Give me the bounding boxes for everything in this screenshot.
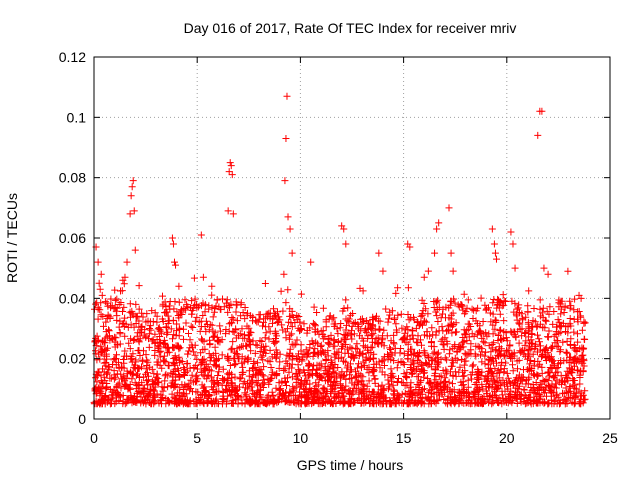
- data-point: [281, 177, 289, 185]
- data-point: [447, 249, 455, 257]
- data-point: [129, 177, 137, 185]
- data-point: [283, 92, 291, 100]
- data-point: [538, 107, 546, 115]
- data-point: [544, 270, 552, 278]
- y-tick-label: 0.1: [67, 109, 87, 125]
- data-point: [95, 279, 103, 287]
- data-point: [172, 261, 180, 269]
- data-point: [577, 294, 585, 302]
- data-point: [406, 243, 414, 251]
- data-point: [197, 231, 205, 239]
- data-point: [227, 162, 235, 170]
- data-point: [420, 273, 428, 281]
- data-point: [286, 225, 294, 233]
- data-point: [511, 264, 519, 272]
- data-point: [131, 246, 139, 254]
- data-point: [130, 207, 138, 215]
- data-point: [121, 273, 129, 281]
- x-axis-label: GPS time / hours: [297, 457, 404, 473]
- data-point: [490, 240, 498, 248]
- data-point: [224, 207, 232, 215]
- y-tick-label: 0.12: [59, 49, 86, 65]
- x-tick-label: 25: [602, 430, 618, 446]
- data-point: [169, 240, 177, 248]
- chart-title: Day 016 of 2017, Rate Of TEC Index for r…: [184, 20, 517, 36]
- x-tick-label: 10: [293, 430, 309, 446]
- data-point: [284, 213, 292, 221]
- data-point: [342, 240, 350, 248]
- data-points: [90, 92, 589, 408]
- data-point: [379, 267, 387, 275]
- data-point: [491, 249, 499, 257]
- data-point: [228, 171, 236, 179]
- data-point: [280, 270, 288, 278]
- data-point: [229, 210, 237, 218]
- x-tick-label: 15: [396, 430, 412, 446]
- y-axis-label: ROTI / TECUs: [4, 193, 20, 283]
- data-point: [127, 192, 135, 200]
- data-point: [123, 258, 131, 266]
- data-point: [445, 204, 453, 212]
- data-point: [433, 225, 441, 233]
- grid: [94, 57, 610, 419]
- data-point: [534, 131, 542, 139]
- data-point: [126, 210, 134, 218]
- data-point: [282, 134, 290, 142]
- data-point: [98, 291, 106, 299]
- data-point: [449, 267, 457, 275]
- data-point: [507, 228, 515, 236]
- data-point: [226, 159, 234, 167]
- data-point: [97, 270, 105, 278]
- x-tick-label: 5: [193, 430, 201, 446]
- data-point: [94, 258, 102, 266]
- data-point: [288, 249, 296, 257]
- data-point: [492, 255, 500, 263]
- data-point: [199, 273, 207, 281]
- data-point: [96, 285, 104, 293]
- data-point: [168, 234, 176, 242]
- y-tick-label: 0.02: [59, 351, 86, 367]
- data-point: [170, 258, 178, 266]
- y-tick-label: 0.04: [59, 290, 86, 306]
- data-point: [431, 249, 439, 257]
- x-tick-label: 0: [90, 430, 98, 446]
- data-point: [424, 267, 432, 275]
- y-tick-label: 0.08: [59, 170, 86, 186]
- x-tick-label: 20: [499, 430, 515, 446]
- data-point: [488, 225, 496, 233]
- y-tick-label: 0.06: [59, 230, 86, 246]
- y-tick-label: 0: [78, 411, 86, 427]
- data-point: [375, 249, 383, 257]
- data-point: [509, 240, 517, 248]
- data-point: [307, 258, 315, 266]
- data-point: [225, 168, 233, 176]
- data-point: [128, 183, 136, 191]
- data-point-cloud: [90, 267, 589, 408]
- axis-ticks: 0 0.02 0.04 0.06 0.08 0.1 0.12 0 5 10 15 20 25: [59, 49, 618, 446]
- data-point: [540, 264, 548, 272]
- data-point: [340, 225, 348, 233]
- data-point: [435, 219, 443, 227]
